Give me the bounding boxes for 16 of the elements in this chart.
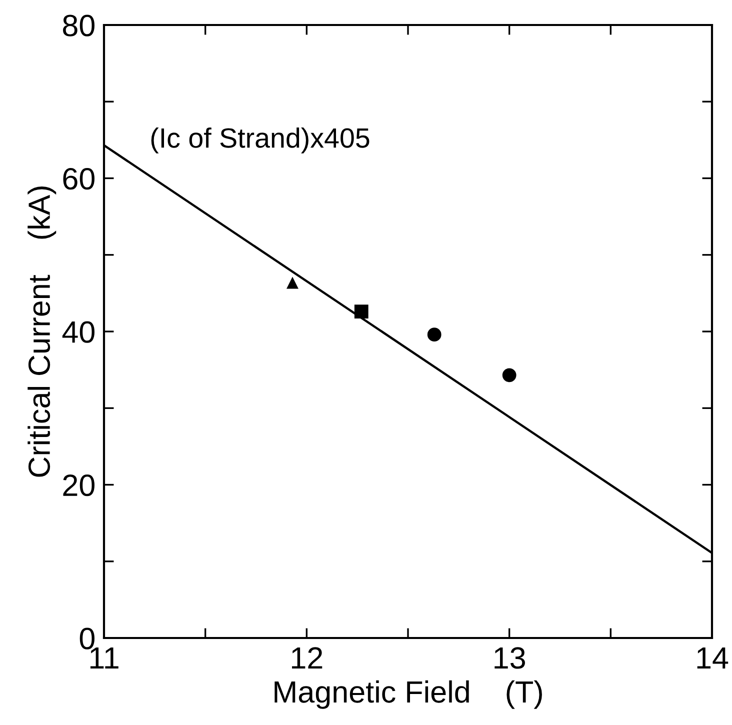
point: [354, 304, 368, 319]
point: [286, 278, 298, 289]
point: [427, 328, 442, 342]
y-tick-label: 60: [63, 168, 94, 190]
x-tick-label: 12: [292, 647, 322, 668]
x-axis-title: Magnetic Field (T): [274, 680, 542, 709]
y-tick-label: 20: [63, 474, 94, 496]
y-axis-title: Critical Current (kA): [28, 186, 56, 477]
x-tick-label: 11: [90, 647, 118, 668]
annotation: (Ic of Strand)x405: [151, 127, 370, 154]
y-tick-label: 80: [63, 14, 94, 36]
x-tick-label: 13: [494, 647, 525, 669]
x-tick-label: 14: [697, 647, 728, 668]
point: [502, 368, 516, 382]
y-tick-label: 0: [80, 628, 94, 650]
y-tick-label: 40: [62, 321, 94, 343]
